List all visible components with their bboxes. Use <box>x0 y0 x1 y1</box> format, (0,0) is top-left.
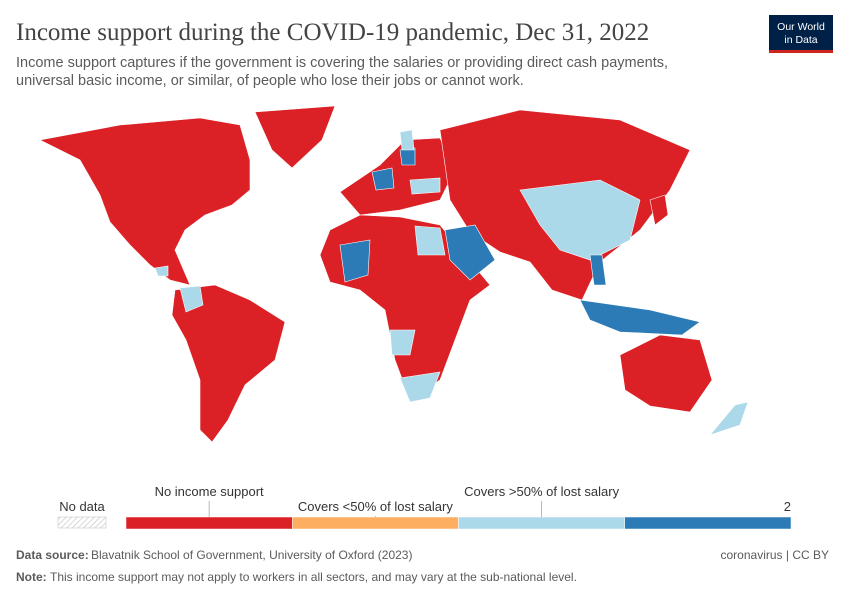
logo-text: in Data <box>784 34 817 46</box>
congo <box>389 329 416 356</box>
logo-bar <box>769 50 833 53</box>
source: Blavatnik School of Government, Universi… <box>91 548 412 562</box>
note: This income support may not apply to wor… <box>50 570 577 584</box>
note-label: Note: <box>16 570 47 584</box>
license[interactable]: coronavirus | CC BY <box>721 548 830 562</box>
title: Income support during the COVID-19 pande… <box>16 19 649 46</box>
saudi-arabia <box>444 224 496 281</box>
logo-box <box>769 15 833 50</box>
thailand <box>589 254 607 286</box>
indonesia <box>579 299 701 336</box>
south-africa <box>399 371 441 403</box>
legend-label: No data <box>59 499 105 514</box>
legend-swatch <box>125 516 293 530</box>
south-america <box>171 284 286 443</box>
egypt <box>414 225 446 256</box>
central-america-blue <box>154 265 169 277</box>
greenland <box>254 105 336 169</box>
logo[interactable]: Our World in Data <box>769 15 833 53</box>
legend-label: Covers >50% of lost salary <box>464 484 619 499</box>
legend-label: 2 <box>784 499 791 514</box>
no-data-swatch <box>57 516 107 529</box>
subtitle: universal basic income, or similar, of p… <box>16 73 524 89</box>
japan <box>649 194 669 226</box>
mali <box>339 239 371 283</box>
legend-swatch <box>458 516 625 530</box>
colombia <box>179 285 204 313</box>
europe <box>339 137 456 216</box>
new-zealand <box>709 401 749 436</box>
legend-label: No income support <box>155 484 264 499</box>
world-map <box>39 105 749 443</box>
legend: No data No income support Covers <50% of … <box>57 484 792 530</box>
europe-light <box>399 129 441 195</box>
north-america <box>39 117 251 286</box>
australia <box>619 334 713 413</box>
legend-swatch <box>624 516 792 530</box>
subtitle: Income support captures if the governmen… <box>16 55 668 71</box>
legend-swatch <box>292 516 459 530</box>
legend-label: Covers <50% of lost salary <box>298 499 453 514</box>
source-label: Data source: <box>16 548 89 562</box>
logo-text: Our World <box>777 21 825 33</box>
china <box>519 179 641 261</box>
